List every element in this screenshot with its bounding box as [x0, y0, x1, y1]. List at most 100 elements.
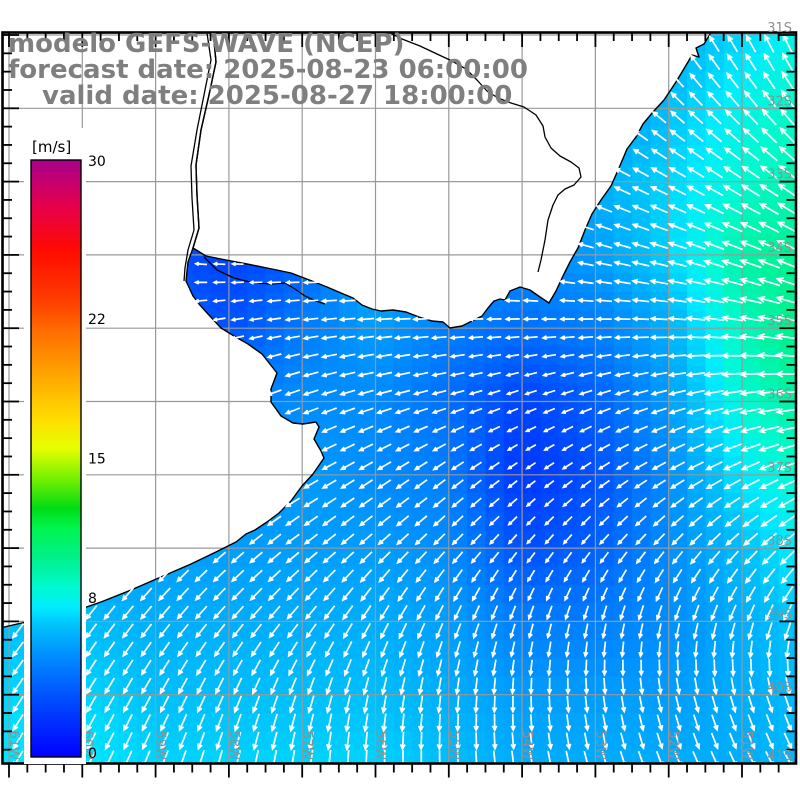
wind-arrow — [748, 658, 755, 678]
wind-arrow — [104, 677, 116, 695]
wind-arrow — [509, 659, 516, 677]
wind-arrow — [708, 568, 720, 584]
wind-arrow — [582, 587, 590, 602]
wind-arrow — [559, 371, 575, 378]
wind-arrow — [649, 278, 669, 285]
wind-arrow — [434, 586, 445, 603]
wind-arrow — [613, 186, 631, 196]
wind-arrow — [783, 732, 793, 750]
wind-arrow — [394, 425, 410, 433]
wind-arrow — [325, 731, 332, 752]
wind-arrow — [303, 497, 319, 508]
wind-arrow — [215, 695, 224, 714]
wind-arrow — [635, 551, 647, 565]
wind-arrow — [104, 713, 115, 732]
wind-arrow — [597, 443, 611, 452]
wind-arrow — [741, 478, 760, 490]
wind-arrow — [543, 480, 555, 489]
wind-arrow — [783, 622, 792, 641]
wind-arrow — [546, 659, 552, 677]
wind-arrow — [328, 749, 332, 763]
wind-arrow — [325, 713, 333, 733]
wind-arrow — [757, 295, 781, 305]
wind-arrow — [758, 221, 780, 234]
colorbar: [m/s] 30 22 15 8 0 — [24, 128, 106, 764]
wind-arrow — [488, 533, 500, 546]
wind-arrow — [85, 641, 98, 658]
wind-arrow — [739, 389, 762, 397]
wind-arrow — [233, 695, 243, 714]
wind-arrow — [377, 551, 391, 565]
wind-arrow — [375, 353, 393, 360]
wind-arrow — [212, 551, 227, 564]
wind-arrow — [177, 659, 189, 676]
wind-arrow — [686, 425, 705, 434]
wind-arrow — [417, 695, 424, 714]
wind-arrow — [471, 587, 481, 602]
wind-arrow — [776, 221, 796, 233]
wind-arrow — [322, 551, 337, 564]
colorbar-tick-label: 0 — [88, 746, 97, 762]
wind-arrow — [215, 713, 224, 733]
wind-arrow — [723, 147, 742, 161]
wind-arrow — [738, 314, 762, 322]
wind-arrow — [356, 353, 374, 360]
wind-arrow — [122, 677, 134, 695]
wind-arrow — [617, 551, 628, 565]
wind-arrow — [141, 677, 152, 695]
wind-arrow — [413, 479, 428, 490]
wind-arrow — [415, 569, 427, 584]
wind-arrow — [193, 280, 208, 285]
wind-arrow — [760, 532, 778, 546]
wind-arrow — [620, 677, 626, 696]
wind-arrow — [615, 461, 629, 470]
wind-arrow — [487, 407, 501, 414]
wind-arrow — [307, 713, 315, 733]
wind-arrow — [527, 587, 535, 602]
wind-arrow — [543, 443, 555, 451]
wind-arrow — [544, 515, 555, 526]
wind-arrow — [694, 677, 700, 696]
wind-arrow — [303, 515, 319, 527]
wind-arrow — [756, 333, 781, 341]
wind-arrow — [528, 659, 534, 677]
wind-arrow — [267, 533, 282, 545]
wind-arrow — [692, 604, 700, 622]
latitude-label: 36S — [767, 388, 792, 403]
wind-arrow — [784, 695, 792, 714]
wind-speed-cell — [137, 749, 157, 763]
wind-arrow — [620, 696, 627, 714]
wind-arrow — [340, 515, 355, 527]
wind-arrow — [529, 750, 534, 763]
wind-arrow — [365, 749, 368, 763]
wind-arrow — [451, 551, 464, 565]
wind-arrow — [725, 532, 740, 546]
wind-arrow — [667, 297, 687, 304]
wind-arrow — [212, 261, 226, 267]
wind-arrow — [703, 389, 724, 397]
wind-arrow — [546, 677, 553, 696]
wind-speed-cell — [3, 749, 10, 763]
wind-speed-cell — [3, 694, 10, 714]
wind-arrow — [747, 732, 756, 750]
wind-arrow — [395, 479, 410, 490]
wind-arrow — [727, 34, 739, 53]
wind-arrow — [651, 461, 667, 471]
wind-arrow — [266, 317, 282, 322]
wind-arrow — [688, 110, 704, 125]
wind-arrow — [631, 353, 649, 359]
wind-arrow — [140, 623, 153, 639]
wind-arrow — [671, 550, 684, 565]
wind-arrow — [670, 91, 685, 106]
wind-arrow — [580, 479, 592, 489]
wind-arrow — [507, 533, 518, 545]
wind-arrow — [631, 223, 650, 232]
wind-arrow — [766, 695, 774, 714]
wind-arrow — [248, 335, 263, 341]
wind-arrow — [212, 569, 227, 583]
wind-arrow — [667, 222, 687, 232]
wind-arrow — [597, 425, 611, 433]
wind-speed-cell — [595, 749, 615, 763]
wind-arrow — [176, 587, 190, 602]
wind-arrow — [730, 659, 736, 678]
